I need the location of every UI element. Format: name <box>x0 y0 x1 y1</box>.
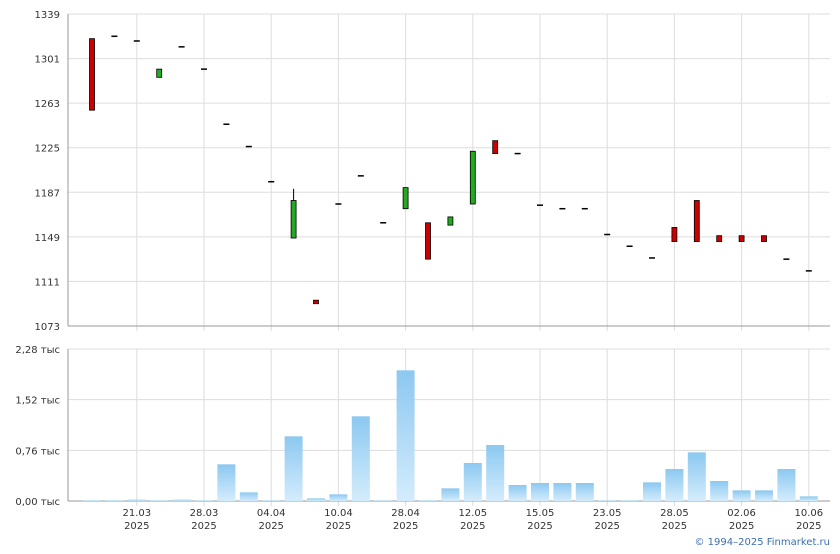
y-tick-label: 1,52 тыс <box>15 396 60 407</box>
candle-body <box>671 227 678 242</box>
volume-bar <box>396 370 415 501</box>
candle-body <box>559 207 566 210</box>
candle-body <box>514 152 521 155</box>
volume-bar <box>217 464 236 501</box>
candle-body <box>581 207 588 210</box>
volume-bar <box>643 482 661 501</box>
y-tick-label: 0,00 тыс <box>15 497 60 508</box>
candle-body <box>380 222 387 224</box>
candle-body <box>89 38 95 111</box>
x-tick-label: 28.05 2025 <box>660 508 689 532</box>
candle-body <box>245 145 252 148</box>
volume-bar <box>575 483 594 501</box>
y-tick-label: 1149 <box>35 233 60 244</box>
volume-bar <box>620 500 639 501</box>
candle-body <box>716 235 723 242</box>
volume-bar <box>665 469 684 501</box>
volume-bar <box>195 500 213 501</box>
volume-bar <box>755 490 773 501</box>
candle-body <box>626 245 633 247</box>
candle-body <box>649 257 655 259</box>
volume-bar <box>419 500 437 501</box>
volume-bar <box>351 416 370 501</box>
candle-body <box>335 203 342 205</box>
volume-bar <box>732 490 751 501</box>
candle-body <box>492 140 499 154</box>
y-tick-label: 1263 <box>35 99 60 110</box>
volume-bar <box>441 488 460 501</box>
volume-bar <box>777 469 796 501</box>
volume-bar <box>239 492 258 501</box>
footer: © 1994–2025 Finmarket.ru <box>694 537 830 548</box>
candle-body <box>133 40 140 42</box>
volume-bar <box>486 445 505 501</box>
y-tick-label: 1339 <box>35 10 60 21</box>
y-tick-label: 1111 <box>35 277 60 288</box>
volume-bar <box>508 485 527 501</box>
candle-body <box>201 68 207 70</box>
x-tick-label: 21.03 2025 <box>122 508 151 532</box>
candle-body <box>693 200 700 242</box>
volume-bar <box>83 500 101 501</box>
candle-body <box>156 68 163 78</box>
volume-bar <box>329 494 348 501</box>
volume-bar <box>710 481 729 501</box>
volume-bar <box>687 452 706 501</box>
volume-bar <box>553 483 572 501</box>
x-tick-label: 10.04 2025 <box>324 508 353 532</box>
candle-body <box>604 233 611 236</box>
candle-body <box>805 270 812 272</box>
y-tick-label: 1225 <box>35 144 60 155</box>
volume-bar <box>799 496 818 501</box>
candle-body <box>425 222 431 260</box>
volume-bar <box>284 436 303 501</box>
x-tick-label: 10.06 2025 <box>794 508 823 532</box>
candle-body <box>738 235 745 242</box>
candle-body <box>223 123 230 126</box>
volume-bar <box>307 498 325 501</box>
y-tick-label: 1187 <box>35 188 60 199</box>
volume-bar <box>150 500 169 501</box>
candle-body <box>178 46 185 48</box>
x-tick-label: 23.05 2025 <box>593 508 622 532</box>
volume-bar <box>374 500 393 501</box>
x-tick-label: 28.04 2025 <box>391 508 420 532</box>
candle-body <box>268 180 275 183</box>
x-tick-label: 28.03 2025 <box>190 508 219 532</box>
volume-bar <box>598 500 617 501</box>
candle-body <box>783 258 790 260</box>
volume-bar <box>127 499 146 501</box>
candle-body <box>290 200 297 239</box>
volume-bar <box>105 500 124 501</box>
candle-body <box>537 204 543 206</box>
candle-body <box>761 235 767 242</box>
candle-body <box>402 187 409 210</box>
candle-body <box>111 35 118 38</box>
x-tick-label: 02.06 2025 <box>727 508 756 532</box>
y-tick-label: 0,76 тыс <box>15 446 60 457</box>
candle-body <box>313 299 319 305</box>
volume-bar <box>262 500 281 501</box>
volume-bar <box>531 483 549 501</box>
candle-body <box>447 216 454 226</box>
candle-body <box>357 175 364 177</box>
candle-body <box>469 150 476 205</box>
x-tick-label: 12.05 2025 <box>458 508 487 532</box>
volume-bar <box>172 499 191 501</box>
x-tick-label: 04.04 2025 <box>257 508 286 532</box>
y-tick-label: 1301 <box>35 55 60 66</box>
x-tick-label: 15.05 2025 <box>526 508 555 532</box>
volume-bar <box>463 463 482 501</box>
y-tick-label: 2,28 тыс <box>15 345 60 356</box>
y-tick-label: 1073 <box>35 322 60 333</box>
